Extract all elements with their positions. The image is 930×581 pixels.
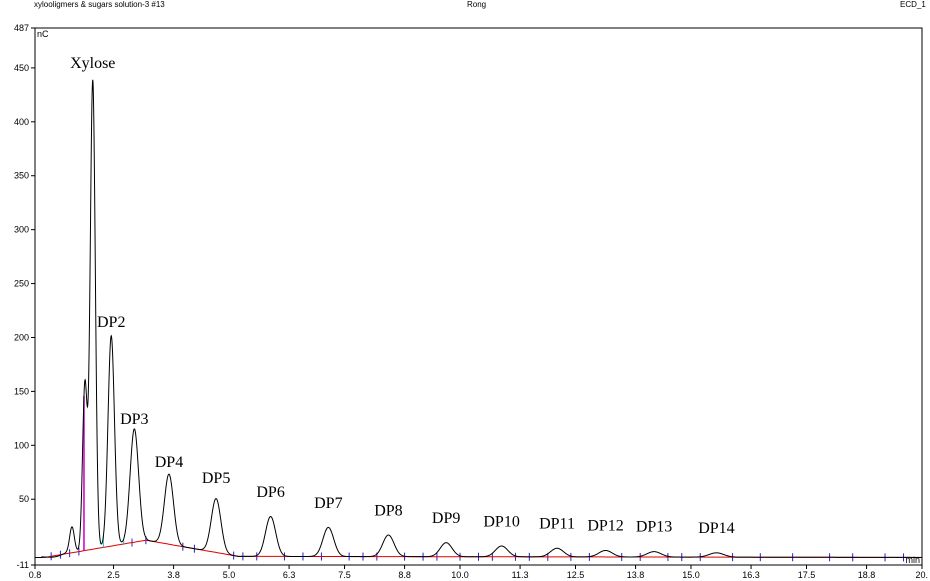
chromatogram-trace — [35, 79, 922, 558]
x-tick-label-2: 3.8 — [167, 570, 180, 580]
x-unit-label: min — [905, 555, 920, 565]
peak-label-dp8: DP8 — [374, 503, 402, 520]
channel-label: ECD_1 — [900, 0, 926, 9]
peak-label-xylose: Xylose — [70, 55, 115, 72]
y-tick-label-2: 400 — [14, 117, 29, 127]
x-tick-label-3: 5.0 — [223, 570, 236, 580]
x-tick-label-7: 10.0 — [451, 570, 469, 580]
y-tick-label-8: 100 — [14, 440, 29, 450]
peak-label-dp14: DP14 — [698, 520, 734, 537]
y-tick-label-7: 150 — [14, 386, 29, 396]
x-tick-label-12: 16.3 — [742, 570, 760, 580]
peak-label-dp12: DP12 — [587, 518, 623, 535]
x-tick-label-0: 0.8 — [29, 570, 42, 580]
y-unit-label: nC — [37, 29, 49, 39]
x-tick-label-15: 20. — [915, 570, 928, 580]
sample-title: xylooligmers & sugars solution-3 #13 — [34, 0, 165, 9]
x-tick-label-6: 8.8 — [398, 570, 411, 580]
x-tick-label-1: 2.5 — [107, 570, 120, 580]
x-tick-label-4: 6.3 — [283, 570, 296, 580]
peak-label-dp3: DP3 — [120, 411, 148, 428]
y-tick-label-10: -11 — [17, 560, 29, 570]
y-tick-label-6: 200 — [14, 332, 29, 342]
y-tick-label-4: 300 — [14, 225, 29, 235]
peak-label-dp10: DP10 — [483, 513, 519, 530]
peak-label-dp6: DP6 — [256, 484, 284, 501]
y-tick-label-1: 450 — [14, 63, 29, 73]
plot-frame — [34, 27, 923, 566]
peak-label-dp2: DP2 — [97, 314, 125, 331]
peak-label-dp4: DP4 — [155, 454, 183, 471]
peak-label-dp5: DP5 — [202, 470, 230, 487]
peak-label-dp11: DP11 — [539, 516, 575, 533]
x-tick-label-5: 7.5 — [338, 570, 351, 580]
peak-label-dp13: DP13 — [636, 519, 672, 536]
x-tick-label-10: 13.8 — [627, 570, 645, 580]
y-tick-label-3: 350 — [14, 171, 29, 181]
y-tick-label-0: 487 — [14, 23, 29, 33]
peak-label-dp9: DP9 — [432, 510, 460, 527]
peak-label-dp7: DP7 — [314, 495, 342, 512]
operator-label: Rong — [467, 0, 487, 9]
chart-axes: 487 450 400 350 300 250 200 150 100 50 -11 nC 0.8 2.5… — [14, 23, 928, 580]
x-tick-label-13: 17.5 — [798, 570, 816, 580]
x-tick-label-11: 15.0 — [682, 570, 700, 580]
y-tick-label-9: 50 — [19, 494, 29, 504]
x-tick-label-14: 18.8 — [858, 570, 876, 580]
trace-group — [35, 79, 922, 558]
x-tick-label-9: 12.5 — [567, 570, 585, 580]
peak-labels: Xylose DP2 DP3 DP4 DP5 DP6 DP7 DP8 DP9 DP10 DP11 DP… — [70, 55, 735, 537]
y-tick-label-5: 250 — [14, 279, 29, 289]
x-tick-label-8: 11.3 — [512, 570, 529, 580]
